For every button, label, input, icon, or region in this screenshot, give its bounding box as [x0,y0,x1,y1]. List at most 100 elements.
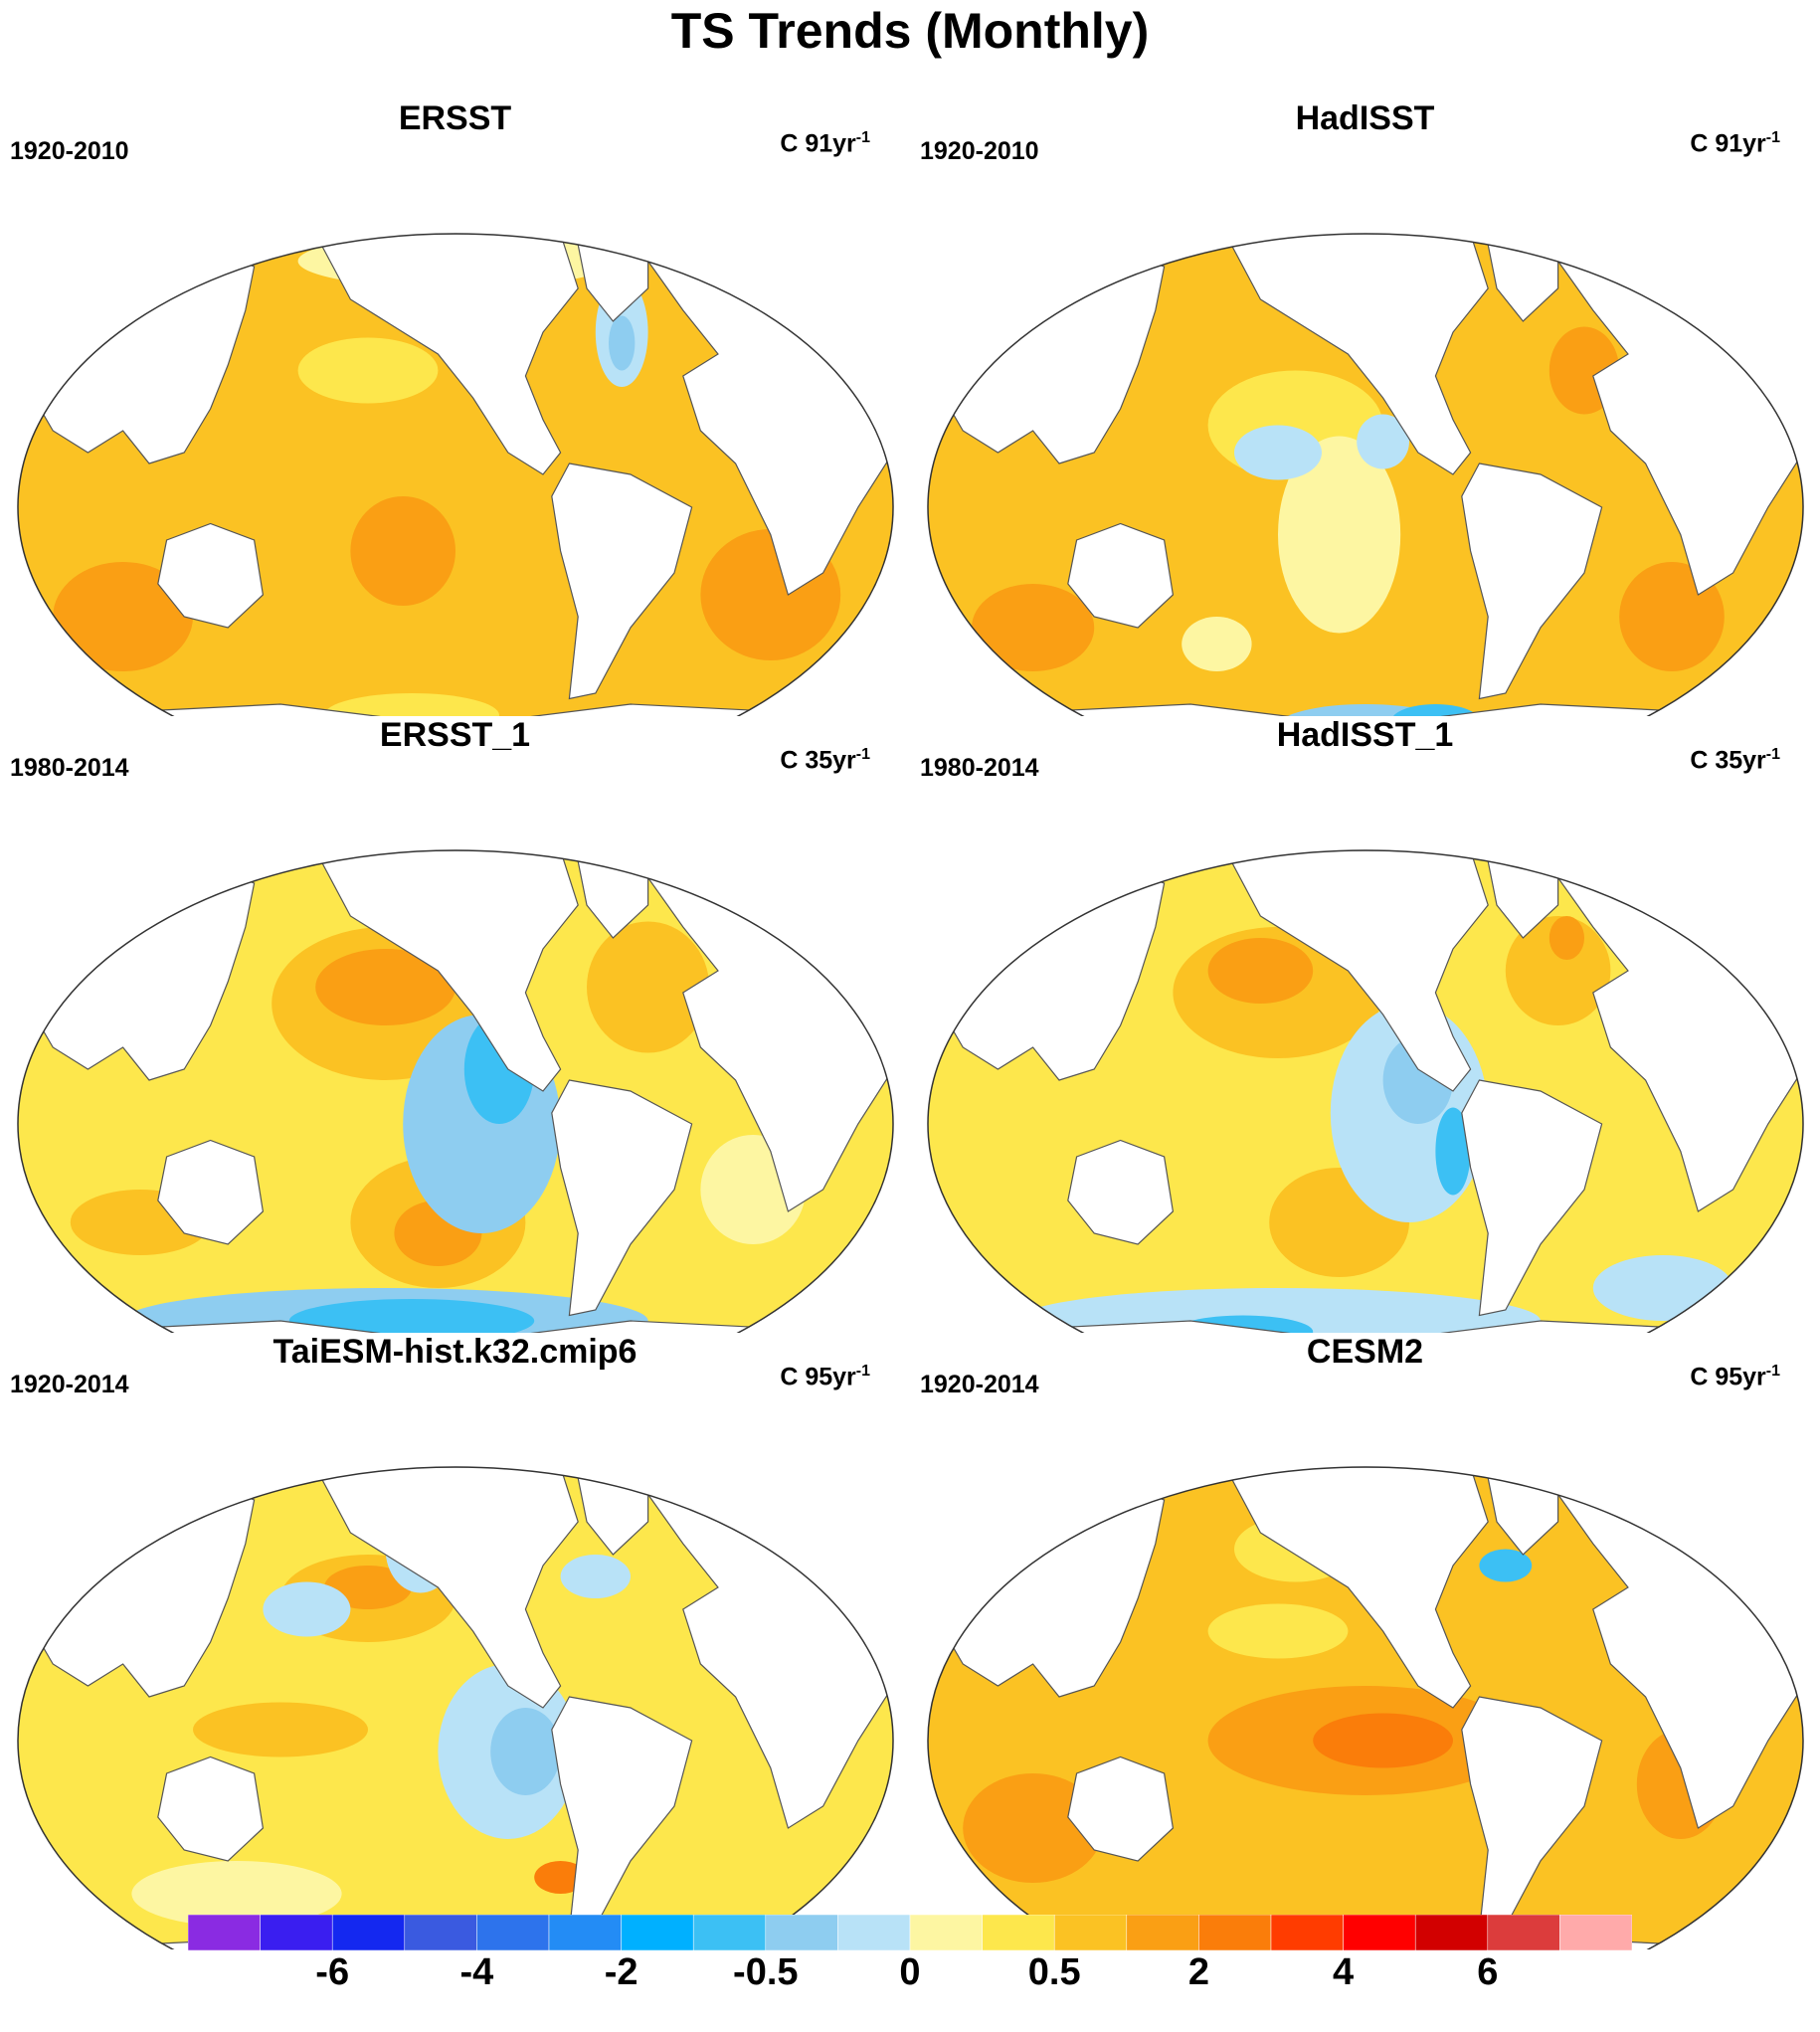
projection-map [927,233,1804,716]
colorbar-swatch [909,1915,983,1950]
trend-region [972,584,1095,671]
map-panel: ERSST_1 1980-2014 C 35yr-1 [0,716,910,1333]
trend-region [1278,436,1401,634]
australia-land [1067,1755,1175,1862]
colorbar-swatch [982,1915,1055,1950]
units-text: C 95yr [780,1363,856,1391]
panel-title: TaiESM-hist.k32.cmip6 [273,1333,637,1371]
colorbar-swatch [1343,1915,1416,1950]
map-border [17,849,894,1333]
panel-units: C 95yr-1 [1690,1363,1780,1391]
panel-period: 1920-2010 [10,137,129,165]
trend-region [1391,704,1480,716]
antarctica-land [60,1320,851,1333]
map-field [18,234,893,716]
trend-region [1207,938,1314,1004]
panel-period: 1920-2014 [920,1371,1039,1398]
trend-region [1182,617,1252,671]
colorbar [188,1915,1632,1950]
australia-land [1067,522,1175,629]
colorbar-swatch [765,1915,838,1950]
colorbar-swatch [188,1915,261,1950]
australia-land [157,1139,265,1245]
map-panel: CESM2 1920-2014 C 95yr-1 [910,1333,1820,1949]
units-exponent: -1 [855,129,870,146]
north-america-land [314,234,579,475]
colorbar-swatch [548,1915,622,1950]
colorbar-swatch [1270,1915,1344,1950]
colorbar-tick-label: -6 [315,1951,350,1993]
panel-title: ERSST_1 [379,716,531,754]
panel-units: C 91yr-1 [1690,129,1780,158]
colorbar-swatch [404,1915,477,1950]
colorbar-tick-label: -4 [459,1951,494,1993]
north-america-land [1224,850,1489,1092]
panel-title: ERSST [398,99,512,137]
trend-region [263,1581,351,1637]
units-exponent: -1 [855,1363,870,1380]
trend-region [1592,1255,1733,1321]
map-panel: HadISST_1 1980-2014 C 35yr-1 [910,716,1820,1333]
north-america-land [314,1467,579,1709]
units-text: C 95yr [1690,1363,1766,1391]
colorbar-tick-label: 2 [1187,1951,1209,1993]
trend-region [350,496,456,606]
panel-units: C 95yr-1 [780,1363,870,1391]
panel-period: 1980-2014 [10,754,129,782]
map-field [928,850,1803,1333]
trend-region [963,1773,1103,1883]
panel-title: HadISST [1295,99,1435,137]
colorbar-swatch [692,1915,767,1950]
units-text: C 91yr [1690,129,1766,158]
trend-region [490,1708,561,1795]
map-border [927,849,1804,1333]
south-america-land [551,462,693,700]
projection-map [17,849,894,1333]
south-america-land [551,1079,693,1317]
units-exponent: -1 [855,746,870,763]
map-field [928,1467,1803,1949]
panel-title: CESM2 [1306,1333,1424,1371]
colorbar-tick-label: 0 [899,1951,921,1993]
units-exponent: -1 [1765,1363,1780,1380]
trend-region [193,1702,368,1757]
projection-map [17,233,894,716]
map-panel: TaiESM-hist.k32.cmip6 1920-2014 C 95yr-1 [0,1333,910,1949]
panel-units: C 91yr-1 [780,129,870,158]
units-text: C 91yr [780,129,856,158]
figure-title: TS Trends (Monthly) [670,3,1150,59]
trend-region [324,693,499,716]
colorbar-swatch [260,1915,333,1950]
trend-region [1207,1603,1349,1659]
trend-region [1479,1549,1533,1582]
colorbar-swatch [621,1915,694,1950]
north-america-land [1224,234,1489,475]
trend-region [1313,1713,1453,1768]
trend-region [609,315,636,371]
trend-region [1435,1107,1471,1196]
australia-land [1067,1139,1175,1245]
panel-units: C 35yr-1 [780,746,870,775]
map-border [927,233,1804,716]
trend-region [1357,414,1409,469]
colorbar-labels: -6 -4 -2 -0.5 0 0.5 2 4 6 [0,1951,1820,2001]
projection-map [927,1466,1804,1949]
trend-region [315,949,455,1025]
trend-region [560,1555,631,1598]
colorbar-swatch [1414,1915,1489,1950]
panel-period: 1920-2014 [10,1371,129,1398]
south-america-land [1461,1079,1603,1317]
map-field [928,234,1803,716]
projection-map [927,849,1804,1333]
colorbar-tick-label: 4 [1333,1951,1355,1993]
colorbar-tick-label: 6 [1477,1951,1499,1993]
panel-period: 1980-2014 [920,754,1039,782]
trend-region [53,562,193,671]
units-text: C 35yr [1690,746,1766,775]
south-america-land [1461,462,1603,700]
colorbar-swatch [1053,1915,1128,1950]
colorbar-swatch [1487,1915,1560,1950]
map-border [17,1466,894,1949]
trend-region [1505,916,1611,1025]
panel-units: C 35yr-1 [1690,746,1780,775]
